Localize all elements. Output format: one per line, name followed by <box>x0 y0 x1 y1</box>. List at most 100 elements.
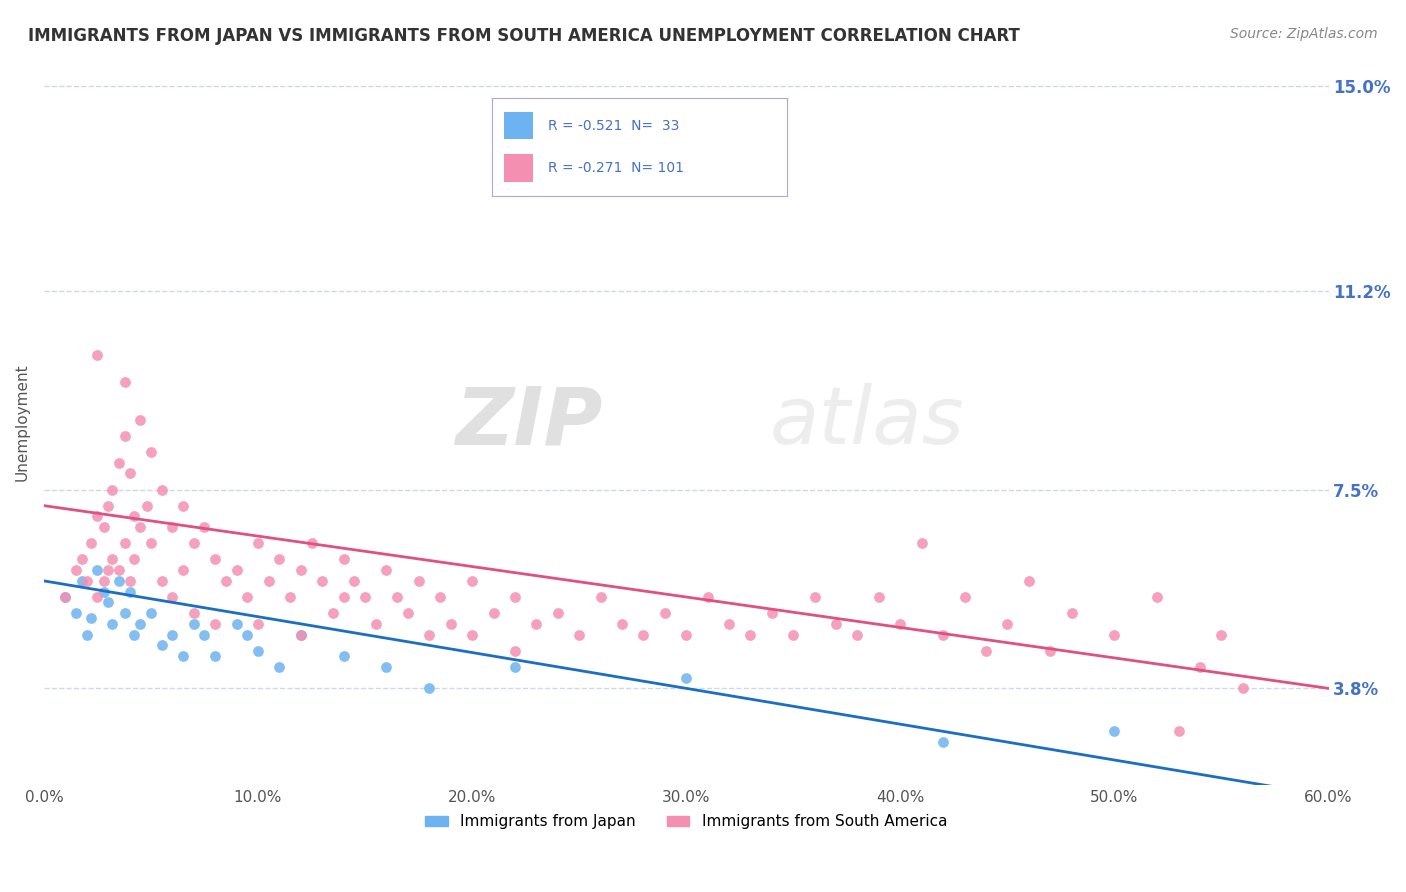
Point <box>183 536 205 550</box>
Point <box>301 536 323 550</box>
Point <box>204 616 226 631</box>
Point <box>1104 724 1126 739</box>
Point <box>1104 627 1126 641</box>
Point <box>236 627 259 641</box>
Point <box>418 681 440 696</box>
Point <box>150 574 173 588</box>
Point <box>953 590 976 604</box>
Point <box>215 574 238 588</box>
Point <box>322 606 344 620</box>
Point <box>1060 606 1083 620</box>
Point <box>1167 724 1189 739</box>
Point <box>761 606 783 620</box>
Point <box>53 590 76 604</box>
Point <box>375 563 398 577</box>
Point <box>97 563 120 577</box>
Text: Source: ZipAtlas.com: Source: ZipAtlas.com <box>1230 27 1378 41</box>
Point <box>974 644 997 658</box>
Point <box>76 627 98 641</box>
Point <box>172 649 194 664</box>
Point <box>86 509 108 524</box>
Point <box>114 606 136 620</box>
Point <box>461 627 484 641</box>
Point <box>129 520 152 534</box>
Point <box>503 590 526 604</box>
Point <box>225 563 247 577</box>
Point <box>461 574 484 588</box>
Point <box>183 616 205 631</box>
Point <box>97 499 120 513</box>
Point <box>696 590 718 604</box>
Point <box>503 644 526 658</box>
Point <box>589 590 612 604</box>
Point <box>93 584 115 599</box>
Point <box>97 595 120 609</box>
Point <box>118 574 141 588</box>
Point <box>122 552 145 566</box>
Point <box>311 574 333 588</box>
Point <box>129 412 152 426</box>
Point <box>108 456 131 470</box>
Point <box>396 606 419 620</box>
Point <box>610 616 633 631</box>
Point <box>354 590 377 604</box>
Point <box>278 590 301 604</box>
Point <box>257 574 280 588</box>
Point <box>193 627 215 641</box>
Point <box>675 671 697 685</box>
Point <box>1232 681 1254 696</box>
Point <box>889 616 911 631</box>
Point <box>654 606 676 620</box>
Point <box>269 660 291 674</box>
Point <box>364 616 387 631</box>
Point <box>675 627 697 641</box>
Point <box>193 520 215 534</box>
Point <box>139 445 162 459</box>
Bar <box>503 112 533 139</box>
Point <box>65 563 87 577</box>
Point <box>172 563 194 577</box>
Point <box>86 590 108 604</box>
Point <box>204 552 226 566</box>
Point <box>86 348 108 362</box>
Text: ZIP: ZIP <box>456 384 603 461</box>
Point <box>932 627 955 641</box>
Point <box>108 563 131 577</box>
Point <box>101 483 124 497</box>
Point <box>150 483 173 497</box>
Y-axis label: Unemployment: Unemployment <box>15 364 30 481</box>
Point <box>332 649 354 664</box>
Point <box>385 590 408 604</box>
Point <box>122 509 145 524</box>
Text: R = -0.271  N= 101: R = -0.271 N= 101 <box>548 161 685 175</box>
Point <box>101 616 124 631</box>
Point <box>503 660 526 674</box>
Point <box>76 574 98 588</box>
Point <box>269 552 291 566</box>
Point <box>547 606 569 620</box>
Point <box>93 574 115 588</box>
Point <box>135 499 157 513</box>
Point <box>995 616 1018 631</box>
Point <box>80 611 103 625</box>
Text: atlas: atlas <box>769 384 965 461</box>
Point <box>343 574 366 588</box>
Point <box>114 429 136 443</box>
Point <box>183 606 205 620</box>
Point <box>482 606 505 620</box>
Point <box>375 660 398 674</box>
Point <box>225 616 247 631</box>
Point <box>53 590 76 604</box>
Point <box>246 644 269 658</box>
Point <box>633 627 655 641</box>
Point <box>932 735 955 749</box>
Point <box>1039 644 1062 658</box>
Point <box>139 536 162 550</box>
Point <box>1211 627 1233 641</box>
Point <box>129 616 152 631</box>
Point <box>782 627 804 641</box>
Point <box>118 467 141 481</box>
Point <box>1146 590 1168 604</box>
Point <box>118 584 141 599</box>
Point <box>86 563 108 577</box>
